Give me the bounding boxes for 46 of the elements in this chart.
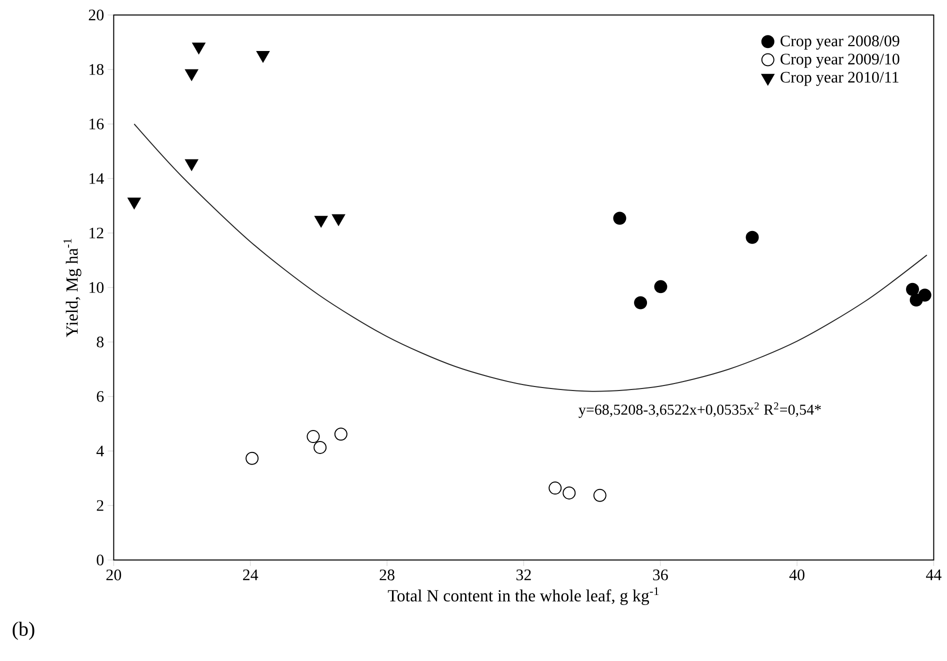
x-tick-label: 40: [789, 570, 804, 580]
line-series: [134, 123, 928, 392]
point: [918, 288, 932, 302]
x-tick-label: 28: [380, 570, 394, 580]
point: [654, 280, 668, 294]
point: [613, 212, 626, 225]
x-tick-label: 36: [653, 570, 668, 580]
point: [314, 440, 327, 454]
y-tick-label: 0: [96, 554, 104, 566]
legend-label: Crop year 2009/10: [780, 54, 900, 68]
point: [192, 42, 206, 54]
x-tick-label: 20: [106, 570, 122, 580]
legend-label: Crop year 2008/09: [780, 36, 900, 50]
point: [334, 428, 348, 441]
point: [128, 198, 141, 210]
point: [548, 482, 562, 495]
point: [746, 230, 759, 244]
y-tick-label: 8: [96, 336, 104, 348]
y-tick-label: 16: [90, 118, 104, 130]
y-tick-label: 4: [96, 446, 104, 456]
point: [593, 488, 606, 502]
y-tick-label: 10: [90, 282, 104, 293]
x-tick-label: 24: [243, 570, 258, 580]
point: [314, 216, 328, 228]
point: [634, 296, 648, 310]
y-tick-label: 12: [90, 228, 104, 238]
point: [185, 69, 198, 81]
point: [306, 430, 320, 444]
x-tick-label: 32: [516, 570, 531, 580]
point: [256, 51, 270, 63]
x-tick-label: 44: [926, 570, 942, 580]
y-tick-label: 14: [90, 173, 104, 184]
y-tick-label: 2: [96, 500, 104, 511]
point: [562, 486, 576, 500]
y-axis-title: Yield, Mg ha$^{-1}$: [64, 238, 82, 338]
point: [185, 159, 198, 171]
legend-label: Crop year 2010/11: [780, 72, 898, 86]
annotation: y=68,5208-3,6522x+0,0535x$^{2}$ R$^{2}$=0,54*: [578, 402, 821, 418]
point: [906, 282, 920, 296]
y-tick-label: 6: [96, 391, 104, 402]
y-tick-label: 20: [88, 10, 104, 20]
text: (b): [12, 622, 34, 640]
y-tick-label: 18: [90, 64, 104, 75]
point: [246, 452, 259, 465]
x-axis-title: Total N content in the whole leaf, g kg$^{-1}$: [388, 587, 659, 605]
point: [332, 214, 346, 226]
